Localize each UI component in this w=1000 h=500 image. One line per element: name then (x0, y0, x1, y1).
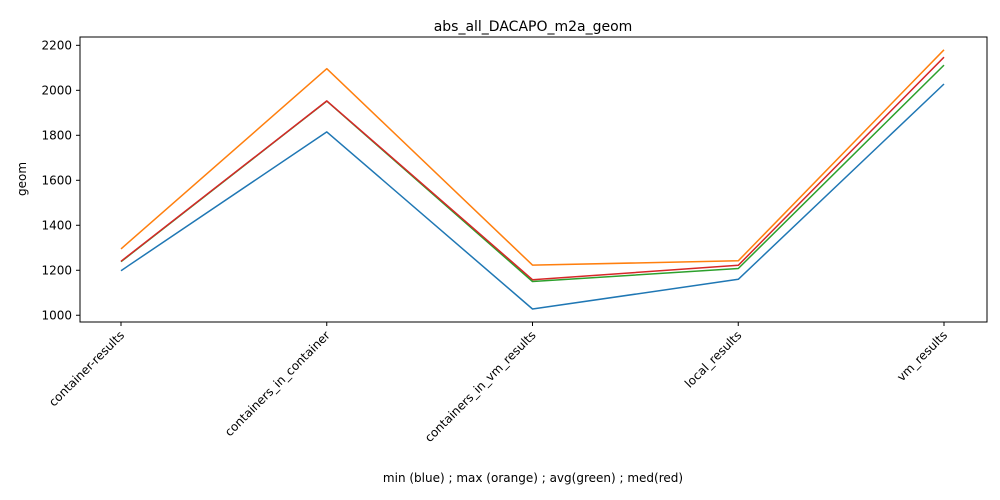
series-layer (120, 49, 945, 310)
y-tick-label: 1600 (41, 173, 72, 187)
series-line-0 (120, 83, 945, 310)
y-tick-label: 2000 (41, 83, 72, 97)
y-tick-label: 2200 (41, 38, 72, 52)
x-tick-label: containers_in_container (222, 328, 333, 439)
series-line-1 (120, 49, 945, 266)
plot-frame (79, 36, 988, 323)
y-tick-label: 1200 (41, 263, 72, 277)
x-axis-label: min (blue) ; max (orange) ; avg(green) ;… (383, 471, 683, 485)
y-tick-label: 1000 (41, 308, 72, 322)
y-axis-label: geom (15, 162, 29, 196)
series-line-3 (120, 56, 945, 281)
axes-layer: 1000 1200 1400 1600 1800 2000 2200 container-re… (41, 38, 950, 445)
y-tick-label: 1800 (41, 128, 72, 142)
series-line-2 (120, 64, 945, 283)
x-tick-label: container-results (46, 328, 127, 409)
x-tick-label: containers_in_vm_results (422, 328, 539, 445)
x-tick-label: local_results (682, 328, 744, 390)
x-tick-label: vm_results (894, 328, 950, 384)
chart-title: abs_all_DACAPO_m2a_geom (434, 19, 633, 35)
y-tick-label: 1400 (41, 218, 72, 232)
